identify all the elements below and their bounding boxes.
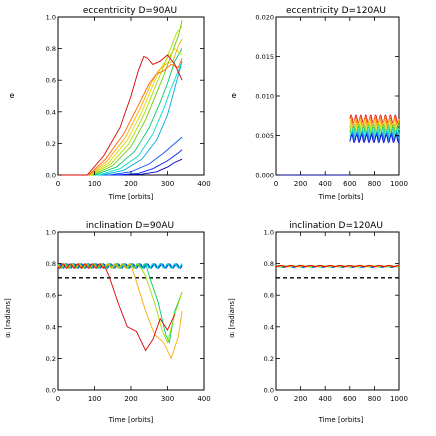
y-tick-label: 0.8 (264, 260, 274, 268)
x-tick-label: 400 (319, 180, 332, 188)
y-tick-label: 1.0 (46, 14, 56, 22)
series-line (58, 26, 183, 176)
series-group (275, 264, 400, 279)
x-ticks: 0 200 400 600 800 1000 (274, 232, 408, 403)
x-tick-label: 0 (56, 395, 60, 403)
y-tick-label: 0.8 (46, 260, 56, 268)
x-tick-label: 0 (274, 395, 278, 403)
x-tick-label: 800 (368, 180, 381, 188)
series-line (57, 263, 183, 344)
y-axis-label: e (10, 91, 15, 100)
y-tick-label: 0.005 (255, 132, 274, 140)
series-line (58, 57, 183, 176)
y-axis-label: αᵢ [radians] (228, 298, 236, 338)
y-tick-label: 0.015 (255, 53, 274, 61)
y-tick-label: 0.6 (46, 77, 56, 85)
x-tick-label: 600 (343, 395, 356, 403)
series-line (57, 263, 183, 345)
series-line (57, 263, 176, 352)
y-tick-label: 0.020 (255, 14, 274, 22)
y-tick-label: 0.6 (264, 292, 274, 300)
panel-title: eccentricity D=120AU (286, 6, 386, 16)
y-ticks: 0.0 0.2 0.4 0.6 0.8 1.0 (46, 14, 204, 180)
x-ticks: 0 200 400 600 800 1000 (274, 17, 408, 188)
series-line (58, 38, 183, 176)
y-tick-label: 0.4 (46, 108, 56, 116)
y-tick-label: 0.0 (46, 172, 56, 180)
x-tick-label: 100 (88, 180, 101, 188)
series-line (58, 48, 183, 176)
series-line (58, 136, 183, 176)
x-tick-label: 200 (124, 180, 137, 188)
y-tick-label: 1.0 (46, 229, 56, 237)
x-tick-label: 300 (161, 395, 174, 403)
x-tick-label: 200 (294, 180, 307, 188)
panel-title: inclination D=120AU (289, 221, 383, 231)
y-tick-label: 0.0 (46, 387, 56, 395)
y-tick-label: 0.2 (46, 140, 56, 148)
y-axis-label: αᵢ [radians] (4, 298, 12, 338)
x-tick-label: 0 (274, 180, 278, 188)
y-tick-label: 0.0 (264, 387, 274, 395)
x-tick-label: 200 (294, 395, 307, 403)
y-ticks: 0.0 0.2 0.4 0.6 0.8 1.0 (46, 229, 204, 395)
x-tick-label: 0 (56, 180, 60, 188)
series-line (349, 133, 400, 144)
series-line (58, 61, 183, 176)
y-tick-label: 1.0 (264, 229, 274, 237)
x-axis-label: Time [orbits] (318, 416, 364, 424)
y-tick-label: 0.000 (255, 172, 274, 180)
series-line (58, 158, 183, 176)
series-line (58, 20, 183, 176)
series-line (58, 47, 183, 176)
x-ticks: 0 100 200 300 400 (56, 232, 211, 403)
x-tick-label: 600 (343, 180, 356, 188)
series-line (58, 149, 183, 176)
y-tick-label: 0.8 (46, 45, 56, 53)
series-group (58, 20, 183, 176)
y-tick-label: 0.010 (255, 93, 274, 101)
panel-inc-90: inclination D=90AU 0.0 0.2 0.4 0.6 0.8 1.0 0 1… (4, 221, 211, 424)
y-ticks: 0.0 0.2 0.4 0.6 0.8 1.0 (264, 229, 399, 395)
plot-frame (275, 16, 400, 176)
x-tick-label: 100 (88, 395, 101, 403)
x-tick-label: 400 (197, 180, 210, 188)
x-tick-label: 1000 (390, 395, 408, 403)
x-axis-label: Time [orbits] (318, 193, 364, 201)
x-tick-label: 800 (368, 395, 381, 403)
x-tick-label: 400 (197, 395, 210, 403)
series-group (276, 114, 400, 176)
x-ticks: 0 100 200 300 400 (56, 17, 211, 188)
x-tick-label: 200 (124, 395, 137, 403)
x-axis-label: Time [orbits] (108, 416, 154, 424)
series-line (58, 54, 183, 176)
x-axis-label: Time [orbits] (108, 193, 154, 201)
y-tick-label: 0.4 (264, 323, 274, 331)
series-group (57, 262, 204, 360)
series-line (275, 264, 399, 268)
y-tick-label: 0.6 (46, 292, 56, 300)
x-tick-label: 1000 (390, 180, 408, 188)
panel-title: inclination D=90AU (86, 221, 174, 231)
series-line (58, 61, 183, 176)
y-tick-label: 0.2 (46, 355, 56, 363)
y-tick-label: 0.2 (264, 355, 274, 363)
panel-inc-120: inclination D=120AU 0.0 0.2 0.4 0.6 0.8 1.0 0… (228, 221, 408, 424)
x-tick-label: 400 (319, 395, 332, 403)
x-tick-label: 300 (161, 180, 174, 188)
plot-frame (275, 231, 400, 391)
y-tick-label: 0.4 (46, 323, 56, 331)
y-axis-label: e (232, 91, 237, 100)
panel-title: eccentricity D=90AU (83, 6, 177, 16)
y-ticks: 0.000 0.005 0.010 0.015 0.020 (255, 14, 399, 180)
panel-ecc-90: eccentricity D=90AU 0.0 0.2 0.4 0.6 0.8 1.0 0… (10, 6, 211, 201)
panel-ecc-120: eccentricity D=120AU 0.000 0.005 0.010 0.01… (232, 6, 408, 201)
